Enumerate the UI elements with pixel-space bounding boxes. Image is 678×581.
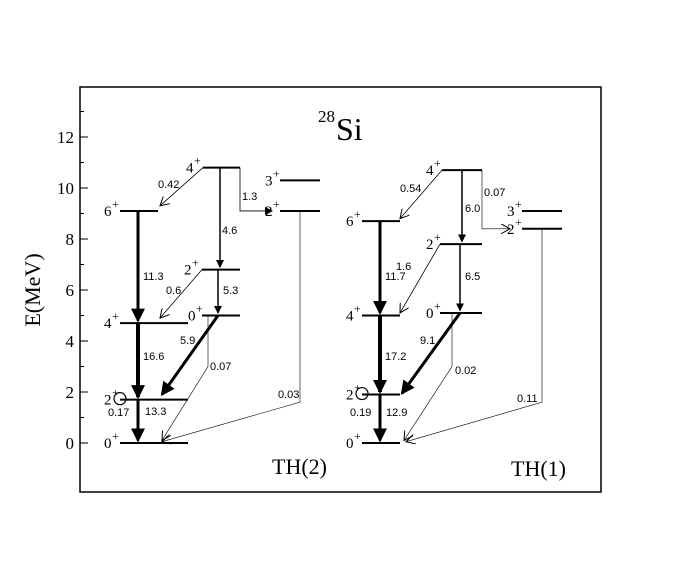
level-spin-label: 2 bbox=[184, 263, 192, 279]
level-spin-label: 4 bbox=[426, 163, 434, 179]
transition-strength-label: 0.42 bbox=[158, 179, 179, 191]
level-parity-label: + bbox=[192, 256, 199, 270]
transition-arrow bbox=[481, 170, 510, 229]
transition-arrow bbox=[400, 312, 462, 395]
y-tick-label: 10 bbox=[57, 179, 74, 198]
transition-strength-label: 0.02 bbox=[455, 365, 476, 377]
transition-arrow bbox=[400, 169, 443, 218]
transition-strength-label: 1.6 bbox=[396, 261, 411, 273]
transition-arrow bbox=[239, 167, 273, 215]
transition-arrow bbox=[404, 312, 453, 441]
panel-th2: 0 +2 +4 +0 +2 +6 +2 +3 +4 +0.424.61.311.30.6 5.316… bbox=[104, 154, 327, 479]
y-axis-label: E(MeV) bbox=[20, 253, 45, 326]
transition-strength-label: 5.3 bbox=[223, 285, 238, 297]
level-parity-label: + bbox=[354, 429, 361, 443]
level-parity-label: + bbox=[354, 207, 361, 221]
panel-label: TH(1) bbox=[511, 456, 566, 481]
level-parity-label: + bbox=[194, 154, 201, 168]
level-parity-label: + bbox=[112, 197, 119, 211]
transition-strength-label: 1.3 bbox=[242, 191, 257, 203]
level-spin-label: 2 bbox=[265, 204, 273, 220]
transition-strength-label: 12.9 bbox=[386, 407, 407, 419]
y-tick-label: 0 bbox=[66, 434, 75, 453]
transition-strength-label: 16.6 bbox=[143, 351, 164, 363]
level-spin-label: 6 bbox=[104, 204, 112, 220]
panel-label: TH(2) bbox=[272, 454, 327, 479]
transition-strength-label: 0.17 bbox=[108, 407, 129, 419]
level-parity-label: + bbox=[434, 156, 441, 170]
level-spin-label: 0 bbox=[188, 309, 196, 325]
level-parity-label: + bbox=[112, 429, 119, 443]
level-spin-label: 0 bbox=[346, 436, 354, 452]
panel-th1: 0 +2 +4 +0 +2 +6 +2 +3 +4 +0.546.00.0711.71.66.51… bbox=[346, 156, 566, 481]
level-parity-label: + bbox=[434, 230, 441, 244]
level-spin-label: 3 bbox=[265, 173, 273, 189]
transition-strength-label: 6.0 bbox=[465, 203, 480, 215]
level-spin-label: 0 bbox=[104, 436, 112, 452]
level-parity-label: + bbox=[273, 166, 280, 180]
level-parity-label: + bbox=[112, 309, 119, 323]
transition-strength-label: 0.03 bbox=[278, 389, 299, 401]
transition-strength-label: 0.19 bbox=[350, 407, 371, 419]
y-tick-label: 8 bbox=[66, 230, 75, 249]
transition-strength-label: 0.11 bbox=[517, 393, 538, 405]
transition-strength-label: 0.6 bbox=[166, 285, 181, 297]
plot-frame bbox=[79, 86, 602, 493]
y-tick-label: 6 bbox=[66, 281, 75, 300]
transition-strength-label: 0.07 bbox=[484, 187, 505, 199]
transition-strength-label: 4.6 bbox=[222, 225, 237, 237]
transition-arrow bbox=[400, 243, 441, 313]
level-parity-label: + bbox=[354, 302, 361, 316]
transition-arrow bbox=[160, 269, 203, 318]
transition-arrow bbox=[406, 228, 543, 442]
level-spin-label: 4 bbox=[346, 309, 354, 325]
transition-strength-label: 17.2 bbox=[385, 351, 406, 363]
transition-strength-label: 6.5 bbox=[465, 271, 480, 283]
title-element: Si bbox=[336, 111, 363, 147]
level-spin-label: 2 bbox=[104, 393, 112, 409]
transition-strength-label: 11.7 bbox=[385, 271, 406, 283]
level-parity-label: + bbox=[354, 381, 361, 395]
transition-strength-label: 11.3 bbox=[143, 271, 164, 283]
level-spin-label: 6 bbox=[346, 214, 354, 230]
title-mass-number: 28 bbox=[318, 107, 335, 126]
transition-strength-label: 5.9 bbox=[180, 335, 195, 347]
level-spin-label: 0 bbox=[426, 306, 434, 322]
level-parity-label: + bbox=[273, 197, 280, 211]
level-parity-label: + bbox=[112, 386, 119, 400]
level-spin-label: 2 bbox=[426, 237, 434, 253]
transition-arrow bbox=[162, 210, 301, 442]
level-parity-label: + bbox=[434, 299, 441, 313]
level-spin-label: 3 bbox=[507, 204, 515, 220]
y-tick-label: 2 bbox=[66, 383, 75, 402]
transition-strength-label: 0.07 bbox=[210, 361, 231, 373]
level-parity-label: + bbox=[515, 215, 522, 229]
level-spin-label: 4 bbox=[104, 316, 112, 332]
transition-arrow bbox=[160, 167, 204, 206]
transition-strength-label: 13.3 bbox=[145, 406, 166, 418]
transition-arrow bbox=[160, 314, 220, 397]
transition-strength-label: 0.54 bbox=[400, 183, 421, 195]
transition-arrow bbox=[162, 315, 209, 441]
level-marker-circle bbox=[355, 386, 369, 401]
level-spin-label: 2 bbox=[346, 388, 354, 404]
chart-title: 28 Si bbox=[318, 107, 363, 147]
transition-strength-label: 9.1 bbox=[420, 335, 435, 347]
level-marker-circle bbox=[113, 392, 127, 406]
y-tick-label: 12 bbox=[57, 128, 74, 147]
level-spin-label: 4 bbox=[186, 161, 194, 177]
level-parity-label: + bbox=[196, 302, 203, 316]
level-spin-label: 2 bbox=[507, 222, 515, 238]
y-tick-label: 4 bbox=[66, 332, 75, 351]
level-parity-label: + bbox=[515, 197, 522, 211]
y-axis: E(MeV) 0 2 4 6 8 10 12 bbox=[20, 111, 88, 453]
